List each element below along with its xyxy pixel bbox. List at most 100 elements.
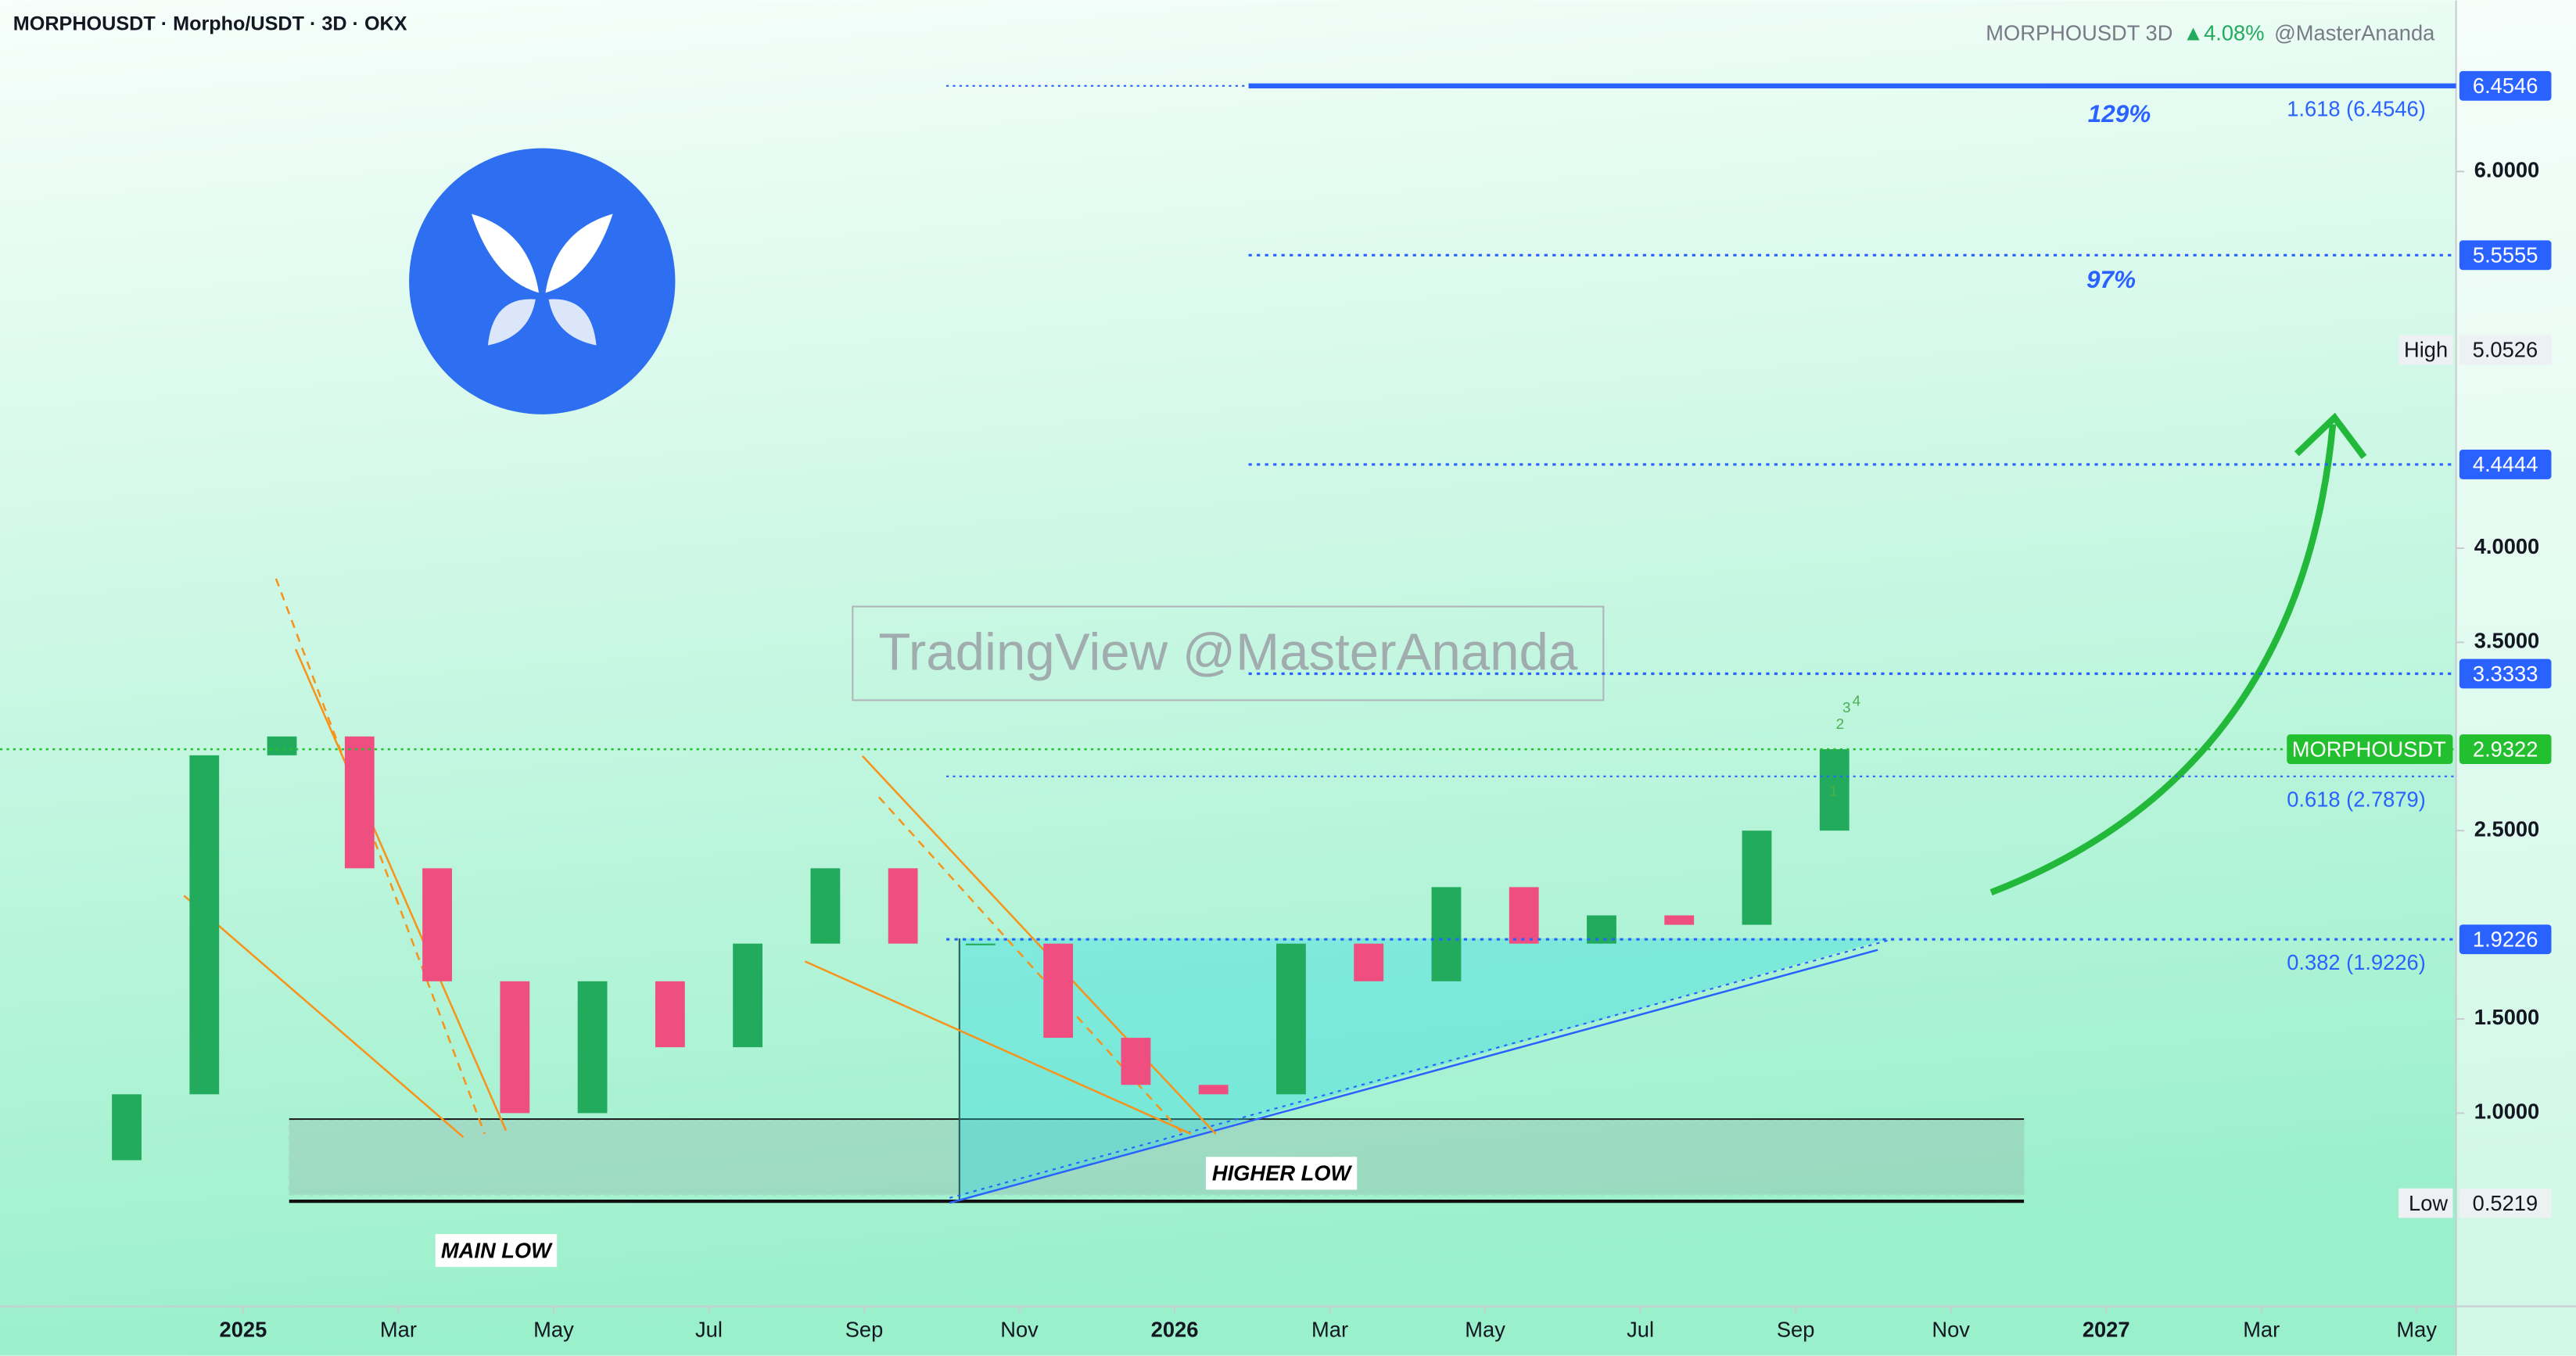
annotation-box (1205, 1157, 1358, 1190)
trendline (949, 949, 1878, 1204)
header-symbol: MORPHOUSDT 3D (1986, 21, 2172, 45)
level-label: 3.3333 (2473, 662, 2538, 686)
candle-body (344, 736, 375, 869)
projection-arrow (1989, 424, 2337, 896)
channels (183, 578, 1217, 1139)
candle-body (1121, 1038, 1151, 1085)
candle-body (422, 868, 452, 981)
channel-line (274, 578, 486, 1135)
annotation: MAIN LOW (441, 1238, 553, 1262)
level-label-box (2459, 240, 2552, 271)
x-tick-label: Mar (2243, 1317, 2280, 1341)
candle-body (733, 943, 763, 1048)
wave-label: 4 (1853, 693, 1861, 709)
candle-body (1819, 749, 1849, 831)
y-tick-label: 6.0000 (2474, 157, 2540, 181)
candle-body (267, 736, 297, 755)
x-tick-label: Sep (1777, 1317, 1815, 1341)
candle-body (1742, 830, 1772, 925)
logo-wings-top (471, 213, 613, 293)
low-value: 0.5219 (2473, 1191, 2538, 1215)
candle-body (810, 868, 841, 944)
x-tick-label: Mar (380, 1317, 417, 1341)
x-tick-label: Nov (1932, 1317, 1970, 1341)
x-tick-label: 2026 (1151, 1317, 1199, 1341)
candle-body (888, 868, 918, 944)
low-value-box (2459, 1188, 2552, 1218)
annotation-box (435, 1234, 558, 1268)
x-tick-label: Jul (1627, 1317, 1654, 1341)
channel-line (877, 796, 1184, 1135)
candle-body (655, 981, 685, 1048)
target-percent: 129% (2088, 99, 2151, 127)
last-price-name-box (2287, 734, 2453, 764)
drawings: TradingView @MasterAnanda MORPHOUSDT · M… (13, 13, 2435, 1204)
y-tick-label: 2.5000 (2474, 816, 2540, 841)
x-tick-label: 2027 (2083, 1317, 2130, 1341)
target-percent: 97% (2086, 265, 2136, 293)
header: MORPHOUSDT 3D ▲4.08% @MasterAnanda (1986, 21, 2435, 45)
candle-body (1354, 943, 1384, 981)
channel-line (294, 648, 508, 1132)
high-value: 5.0526 (2473, 338, 2538, 362)
last-price-name: MORPHOUSDT (2292, 737, 2446, 761)
high-tag-box (2398, 335, 2453, 365)
wave-label: 1 (1829, 784, 1838, 800)
x-tick-label: May (1465, 1317, 1505, 1341)
high-value-box (2459, 335, 2552, 365)
fib-label: 0.382 (1.9226) (2287, 950, 2426, 974)
candle-body (1431, 887, 1462, 981)
low-tag-box (2398, 1188, 2453, 1218)
annotation: HIGHER LOW (1212, 1161, 1353, 1186)
high-tag: High (2404, 338, 2448, 362)
x-tick-label: Jul (695, 1317, 723, 1341)
y-tick-label: 3.5000 (2474, 629, 2540, 653)
y-tick-label: 1.0000 (2474, 1100, 2540, 1124)
logo-wings-bottom (487, 299, 597, 346)
header-author: @MasterAnanda (2274, 21, 2435, 45)
chart-title: MORPHOUSDT · Morpho/USDT · 3D · OKX (13, 13, 407, 35)
level-label-box (2459, 70, 2552, 101)
level-label: 1.9226 (2473, 927, 2538, 952)
candle-body (1587, 915, 1616, 944)
level-label-box (2459, 450, 2552, 479)
x-tick-label: Nov (1000, 1317, 1039, 1341)
channel-line (861, 755, 1217, 1135)
fib-label: 1.618 (6.4546) (2287, 97, 2426, 121)
watermark-box (852, 605, 1605, 701)
fib-label: 0.618 (2.7879) (2287, 787, 2426, 812)
x-tick-label: Sep (845, 1317, 884, 1341)
logo (409, 148, 676, 414)
level-label: 6.4546 (2473, 74, 2538, 98)
level-label-box (2459, 658, 2552, 689)
x-tick-label: May (533, 1317, 574, 1341)
candle-body (500, 981, 530, 1114)
x-tick-label: Mar (1311, 1317, 1348, 1341)
wave-label: 3 (1842, 700, 1851, 716)
wave-label: 2 (1836, 716, 1845, 733)
candle-body (112, 1094, 142, 1160)
candle-body (1198, 1085, 1229, 1095)
candle-body (1664, 915, 1695, 925)
last-price-box (2459, 734, 2552, 764)
arrow-head (2294, 412, 2367, 459)
candle-body (965, 943, 996, 945)
trendline-dotted (949, 939, 1890, 1199)
watermark: TradingView @MasterAnanda (878, 622, 1578, 681)
x-tick-label: May (2396, 1317, 2437, 1341)
support-zone (288, 1120, 2025, 1196)
candle-body (1043, 943, 1074, 1039)
y-tick-label: 1.5000 (2474, 1005, 2540, 1029)
level-label-box (2459, 924, 2552, 955)
level-label: 5.5555 (2473, 243, 2538, 267)
y-tick-label: 4.0000 (2474, 534, 2540, 558)
channel-line (183, 895, 465, 1139)
header-change: ▲4.08% (2183, 21, 2264, 45)
candle-body (577, 981, 608, 1114)
x-tick-label: 2025 (220, 1317, 267, 1341)
low-tag: Low (2409, 1191, 2448, 1215)
candle-body (189, 755, 220, 1095)
candle-body (1276, 943, 1306, 1095)
